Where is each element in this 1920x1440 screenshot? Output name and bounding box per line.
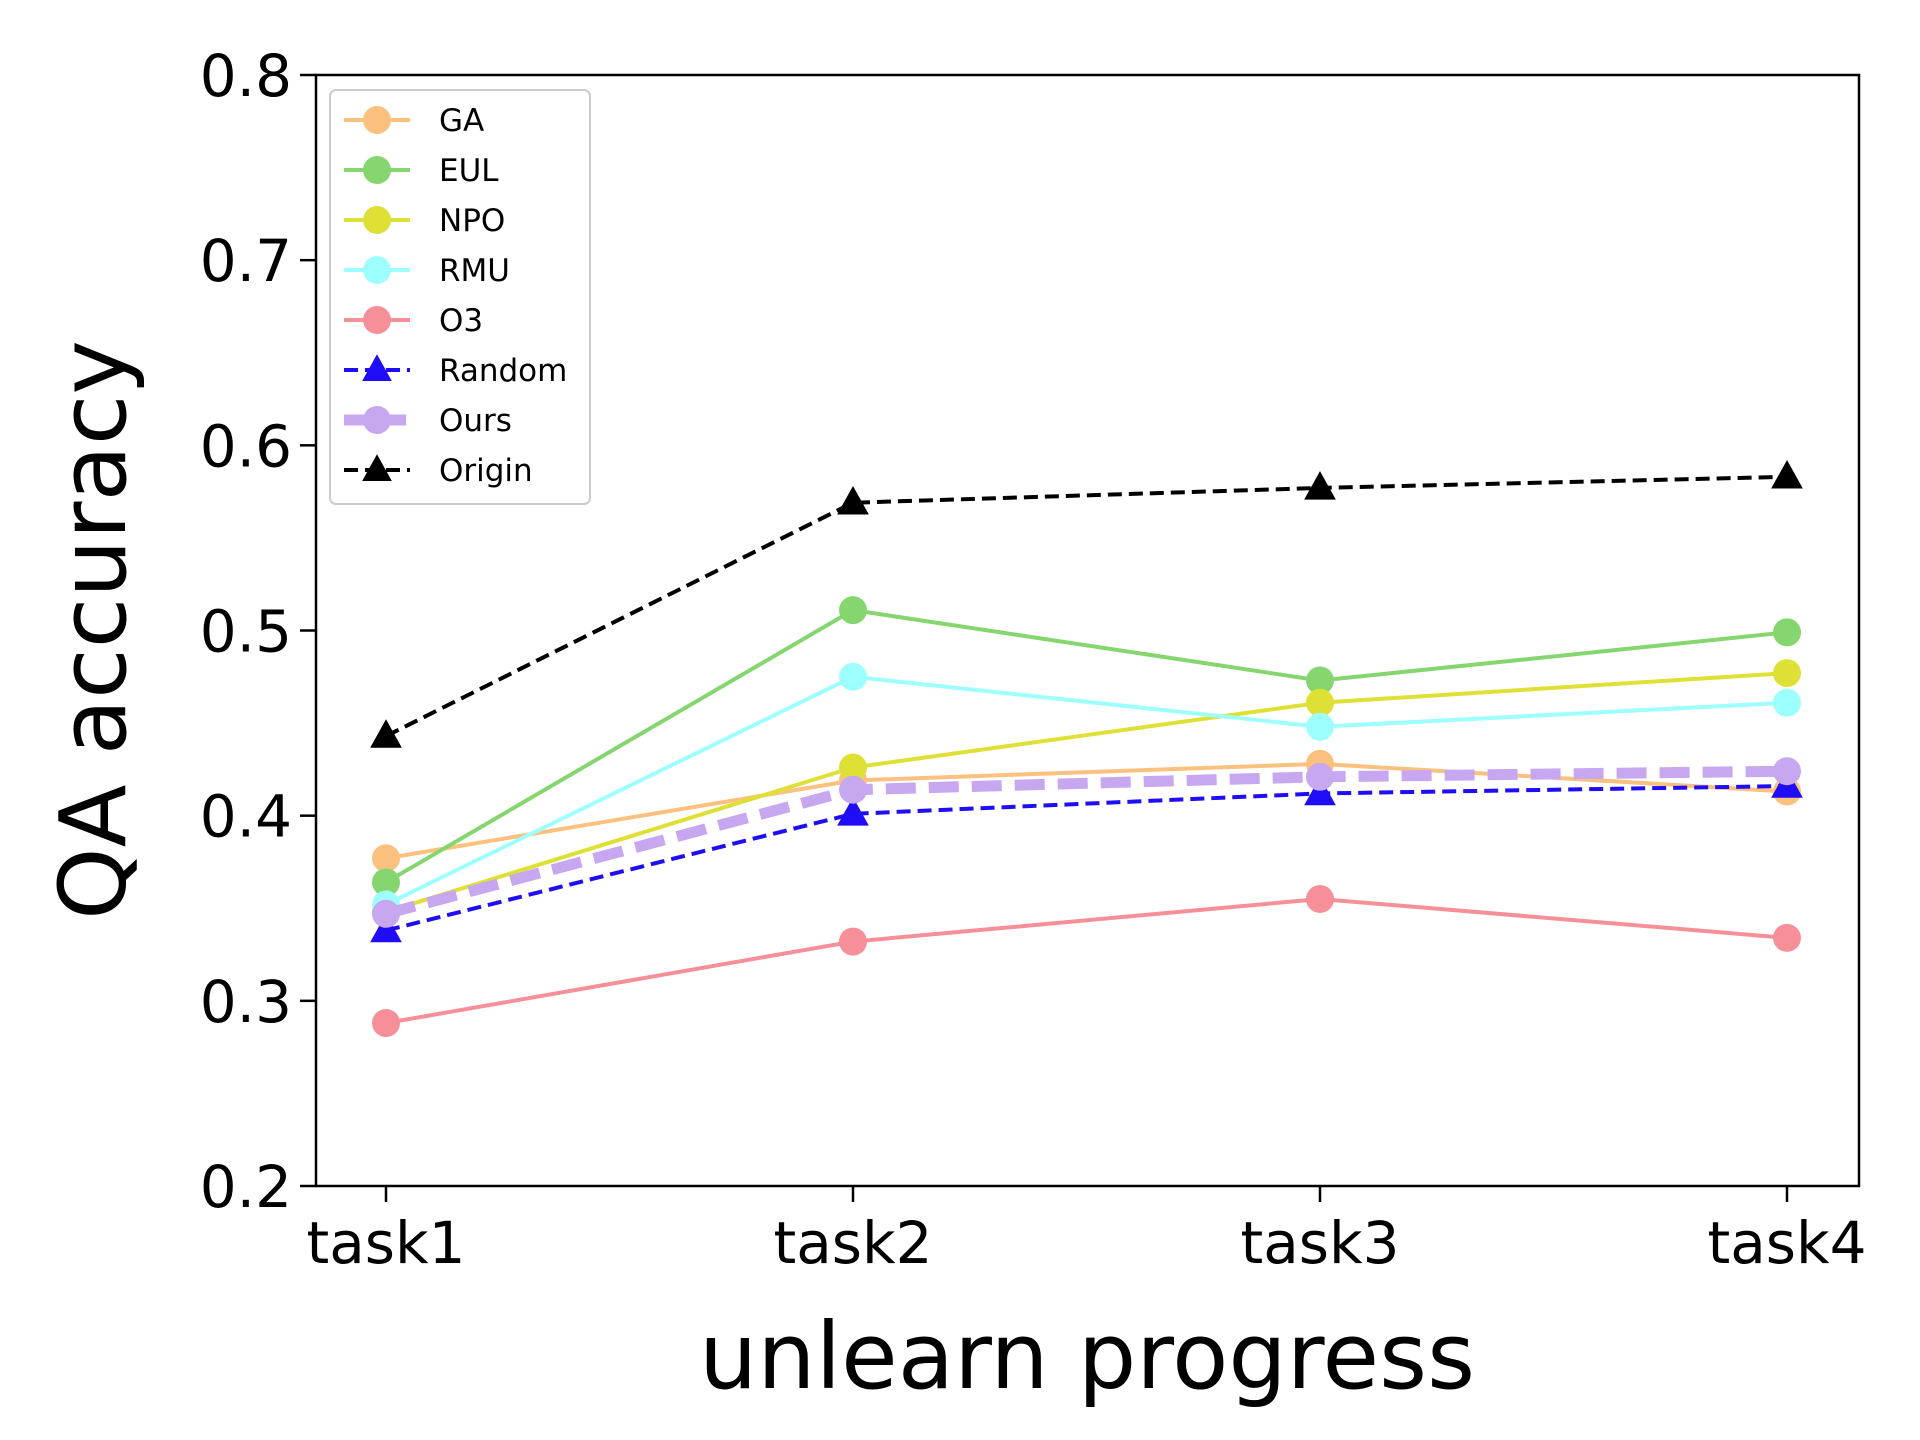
data-point-o3: [372, 1009, 400, 1038]
series-line-o3: [385, 896, 1788, 1026]
legend-marker-random: [362, 354, 392, 381]
legend-label-random: Random: [439, 353, 567, 389]
data-point-ours: [1773, 757, 1801, 786]
legend-marker-npo: [363, 206, 391, 234]
legend-label-origin: Origin: [439, 453, 533, 489]
data-point-eul: [1773, 618, 1801, 647]
legend-item-eul: EUL: [344, 153, 499, 189]
legend-item-ga: GA: [344, 103, 484, 139]
data-point-origin: [1771, 460, 1803, 489]
data-point-o3: [1773, 923, 1801, 952]
legend-label-rmu: RMU: [439, 253, 510, 289]
series-layer: [370, 460, 1803, 1038]
series-ours: [372, 757, 1801, 928]
legend-marker-rmu: [363, 256, 391, 284]
data-point-o3: [1306, 884, 1334, 913]
data-point-o3: [839, 927, 867, 956]
data-point-npo: [1306, 688, 1334, 717]
x-tick-label: task2: [774, 1209, 933, 1277]
data-point-ours: [1306, 762, 1334, 791]
legend-label-ours: Ours: [439, 403, 512, 439]
data-point-ga: [372, 844, 400, 873]
series-line-npo: [385, 671, 1788, 914]
y-tick-label: 0.6: [200, 412, 292, 480]
x-tick-label: task3: [1241, 1209, 1400, 1277]
series-origin: [370, 460, 1803, 748]
y-tick-label: 0.3: [200, 968, 292, 1036]
series-line-ours: [384, 765, 1788, 920]
series-o3: [372, 884, 1801, 1038]
x-tick-label: task4: [1708, 1209, 1867, 1277]
data-point-eul: [839, 596, 867, 625]
legend-marker-ga: [363, 106, 391, 134]
legend-marker-ours: [363, 406, 391, 434]
legend-label-o3: O3: [439, 303, 483, 339]
data-point-ours: [839, 775, 867, 804]
series-eul: [372, 596, 1801, 897]
data-point-random: [1304, 776, 1336, 806]
axes-layer: 0.2 0.3 0.4 0.5 0.6 0.7 0.8 task1 task2 task3 task…: [200, 42, 1867, 1277]
legend-box: [329, 89, 591, 505]
series-line-origin: [385, 474, 1788, 738]
data-point-ours: [372, 899, 400, 928]
legend-item-rmu: RMU: [344, 253, 510, 289]
data-point-eul: [1306, 666, 1334, 695]
x-axis-title: unlearn progress: [699, 1303, 1475, 1410]
series-npo: [372, 659, 1801, 926]
data-point-eul: [372, 868, 400, 897]
data-point-rmu: [839, 662, 867, 691]
legend-item-origin: Origin: [344, 453, 533, 489]
data-point-random: [370, 913, 402, 943]
legend-label-npo: NPO: [439, 203, 505, 239]
data-point-origin: [1304, 471, 1336, 500]
y-tick-label: 0.8: [200, 42, 292, 110]
series-line-eul: [384, 608, 1788, 885]
series-line-rmu: [385, 674, 1788, 907]
legend-item-o3: O3: [344, 303, 483, 339]
data-point-random: [837, 797, 869, 826]
series-random: [370, 769, 1803, 943]
legend-label-ga: GA: [439, 103, 484, 139]
y-tick-label: 0.2: [200, 1153, 292, 1221]
legend-item-random: Random: [344, 353, 567, 389]
legend-marker-o3: [363, 306, 391, 334]
data-point-npo: [1773, 659, 1801, 688]
series-line-random: [385, 784, 1788, 933]
legend-label-eul: EUL: [439, 153, 499, 189]
series-rmu: [372, 662, 1801, 919]
y-tick-label: 0.7: [200, 227, 292, 295]
y-tick-label: 0.5: [200, 598, 292, 666]
legend-item-ours: Ours: [344, 403, 512, 439]
legend: GA EUL NPO RMU O3 Random Ours Origin: [329, 89, 591, 505]
data-point-rmu: [1306, 712, 1334, 741]
y-tick-label: 0.4: [200, 783, 292, 851]
data-point-origin: [837, 485, 869, 515]
data-point-npo: [839, 753, 867, 782]
data-point-origin: [370, 719, 402, 748]
legend-marker-origin: [362, 454, 392, 481]
legend-item-npo: NPO: [344, 203, 505, 239]
y-axis-title: QA accuracy: [40, 340, 147, 920]
data-point-rmu: [1773, 688, 1801, 717]
x-tick-label: task1: [307, 1209, 466, 1277]
legend-marker-eul: [363, 156, 391, 184]
